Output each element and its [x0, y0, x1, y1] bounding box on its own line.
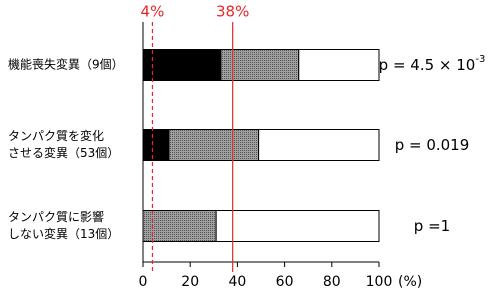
x-tick-label: 20: [181, 274, 199, 290]
p-value: p = 4.5 × 10-3: [379, 54, 486, 74]
p-value-text: p = 4.5 × 10: [379, 56, 476, 74]
p-value-exponent: -3: [475, 54, 485, 65]
reference-label: 38%: [216, 3, 249, 21]
x-tick-label: 80: [323, 274, 341, 290]
bar-segment: [142, 210, 217, 242]
bar-segment: [298, 49, 380, 81]
x-tick-label: 0: [139, 274, 148, 290]
bar-segment: [220, 49, 300, 81]
p-value: p = 0.019: [395, 136, 470, 154]
category-label: タンパク質に影響: [8, 209, 104, 224]
bar-segment: [168, 129, 260, 161]
bar-segment: [258, 129, 380, 161]
category-label: しない変異（13個）: [8, 226, 119, 241]
category-label: タンパク質を変化: [8, 128, 104, 143]
x-tick-label: 40: [228, 274, 246, 290]
bar-segment: [142, 129, 170, 161]
category-label: させる変異（53個）: [8, 145, 119, 160]
x-tick-label: 100: [366, 274, 393, 290]
x-unit: (%): [398, 274, 422, 290]
bar-segment: [142, 49, 222, 81]
p-value: p =1: [414, 217, 450, 235]
p-value-text: p =1: [414, 217, 450, 235]
category-label: 機能喪失変異（9個）: [8, 57, 124, 72]
p-value-text: p = 0.019: [395, 136, 470, 154]
x-tick-label: 60: [276, 274, 294, 290]
bar-segment: [215, 210, 380, 242]
reference-label: 4%: [141, 3, 165, 21]
